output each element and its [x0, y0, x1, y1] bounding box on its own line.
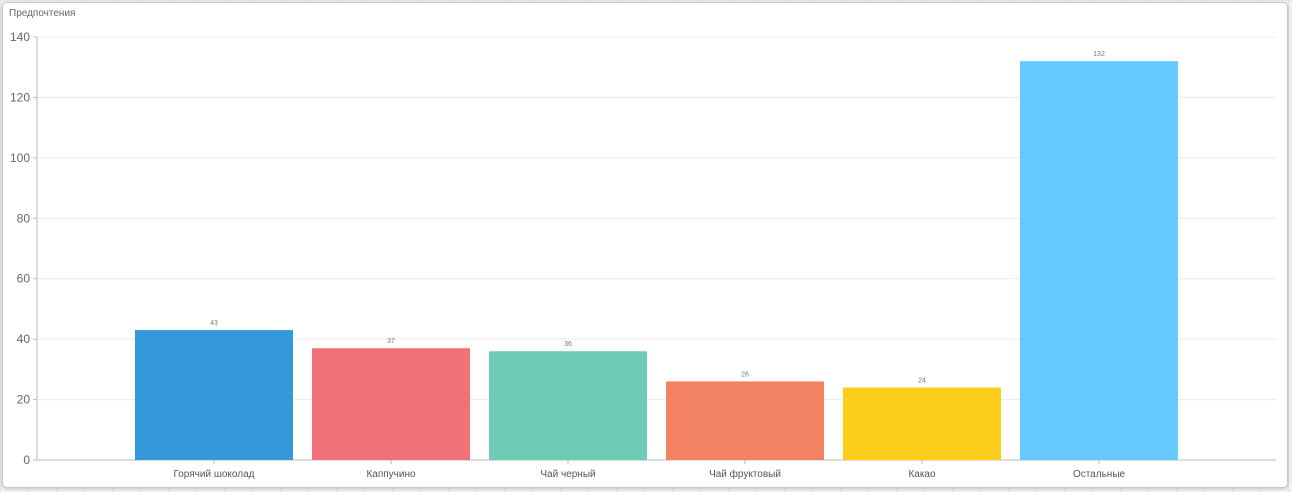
- bar: [843, 387, 1001, 460]
- x-tick-label: Горячий шоколад: [174, 469, 255, 480]
- chart-title: Предпочтения: [9, 8, 76, 19]
- y-tick-label: 0: [23, 453, 30, 467]
- data-label: 132: [1093, 51, 1105, 58]
- data-label: 24: [918, 377, 926, 384]
- y-tick-label: 40: [17, 332, 31, 346]
- bar: [135, 330, 293, 460]
- y-tick-label: 100: [10, 151, 30, 165]
- data-label: 43: [210, 320, 218, 327]
- bar: [1020, 61, 1178, 461]
- y-tick-label: 60: [17, 272, 31, 286]
- x-tick-label: Каппучино: [366, 469, 416, 480]
- x-tick-label: Чай фруктовый: [709, 468, 781, 480]
- y-tick-label: 80: [17, 211, 31, 225]
- y-tick-label: 120: [10, 90, 30, 104]
- y-tick-label: 20: [17, 393, 31, 407]
- data-label: 36: [564, 341, 572, 348]
- bar: [312, 348, 470, 460]
- x-tick-label: Чай черный: [540, 469, 595, 480]
- data-label: 26: [741, 371, 749, 378]
- bar: [666, 381, 824, 460]
- x-tick-label: Какао: [908, 469, 936, 480]
- data-label: 37: [387, 338, 395, 345]
- bar: [489, 351, 647, 460]
- y-tick-label: 140: [10, 30, 30, 44]
- x-tick-label: Остальные: [1073, 469, 1126, 480]
